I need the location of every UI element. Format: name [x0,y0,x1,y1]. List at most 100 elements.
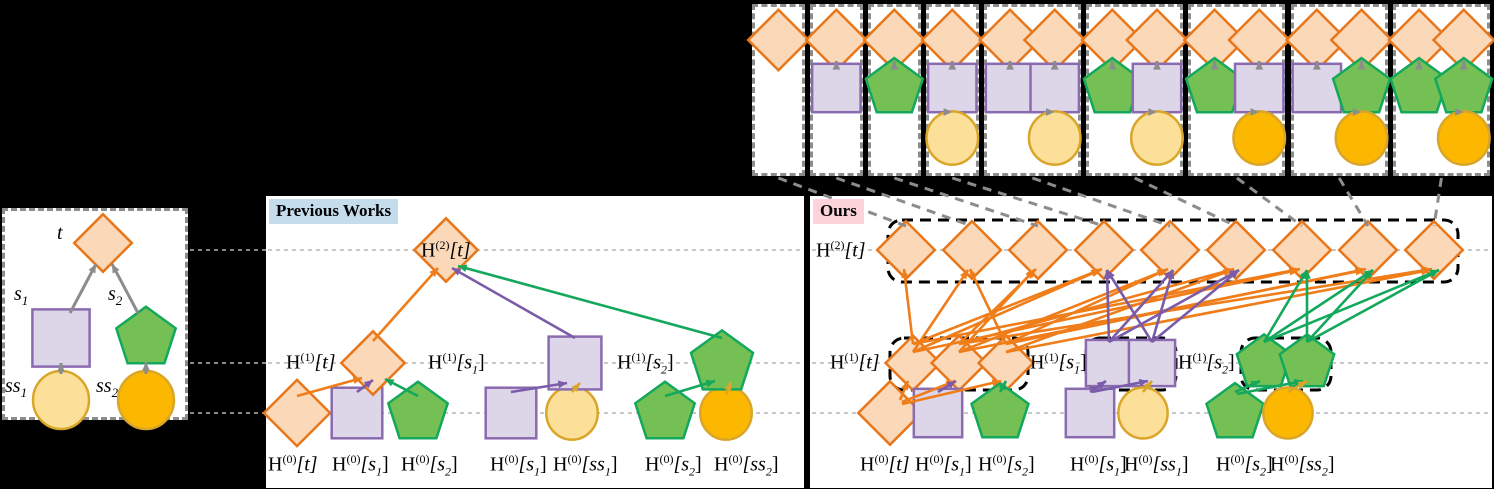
subgraph-6-arrow-mid-top-0 [1108,61,1117,70]
prev-layer-label-1: H(1)[t] [286,350,336,374]
prev-mid-pentagon-s2 [689,328,755,391]
legend-label-s2: s2 [108,283,123,308]
subgraph-connector-2 [835,176,973,228]
ours-bottom-label-3: H(0)[s1] [1070,452,1127,479]
prev-bottom-label-4: H(0)[ss1] [553,452,618,479]
legend-label-ss2: ss2 [96,375,119,400]
subgraph-8-arrow-mid-top-0 [1312,61,1321,70]
ours-bottom-circle-dark-6 [1262,386,1314,440]
subgraph-3-mid-pentagon [864,56,925,114]
ours-a-s21-t2-3 [1303,270,1311,342]
prev-bottom-label-6: H(0)[ss2] [714,452,779,479]
ours-layer-label-0: H(2)[t] [816,238,866,262]
subgraph-6-arrow-bottom-mid [1148,108,1157,116]
legend-arrow-ss2-s2 [142,362,150,374]
ours-bottom-label-4: H(0)[ss1] [1124,452,1189,479]
ours-bottom-square-3 [1064,387,1116,439]
prev-arrow-t0-t1 [296,376,363,398]
prev-arrow-ss2-s2 [724,381,733,395]
ours-top-diamond-3 [1073,219,1135,281]
subgraph-connector-6 [1133,176,1237,228]
ours-bottom-label-5: H(0)[s2] [1216,452,1273,479]
ours-bottom-label-6: H(0)[ss2] [1270,452,1335,479]
subgraph-6-mid-square [1131,62,1183,114]
subgraph-connector-5 [1031,176,1171,228]
ours-a-orange-sweep-6 [911,269,970,353]
ours-a-s11-t2-3 [1105,269,1154,343]
subgraph-7-bottom-circle-dark [1232,110,1287,166]
prev-arrow-s2-s2 [664,379,716,398]
prev-arrow-t1-t2 [372,267,439,342]
subgraph-8-bottom-circle-dark [1334,110,1389,166]
ours-a-s10-s11b [1091,378,1149,394]
ours-bottom-pentagon-5 [1205,381,1265,439]
prev-arrow-s2-t1 [384,377,419,398]
prev-bottom-label-5: H(0)[s2] [645,452,702,479]
subgraph-connector-7 [1236,176,1303,228]
ours-a-s21-t2-4 [1306,269,1374,343]
subgraph-9-bottom-circle-dark [1436,110,1491,166]
subgraph-7-arrow-mid-top-1 [1255,61,1264,70]
subgraph-8-arrow-mid-top-1 [1357,61,1366,70]
prev-arrow-s1-s1 [510,380,568,394]
subgraph-1-top-diamond [746,7,811,73]
prev-arrow-s21-t2 [457,264,723,340]
ours-layer-label-3: H(1)[s2] [1178,350,1235,377]
ours-bottom-circle-light-4 [1117,386,1169,440]
ours-top-diamond-5 [1205,219,1267,281]
prev-arrow-s1-t1 [356,378,374,394]
ours-bottom-label-2: H(0)[s2] [978,452,1035,479]
ours-a-s10-s11a [1089,379,1107,394]
ours-a-orange-sweep-2 [958,268,1167,354]
subgraph-4-arrow-bottom-mid [943,108,953,116]
ours-a-s21-t2-5 [1306,268,1440,344]
ours-badge: Ours [813,199,864,224]
prev-bottom-pentagon-2 [386,380,450,440]
ours-top-diamond-2 [1007,219,1069,281]
ours-bottom-label-0: H(0)[t] [860,452,910,476]
prev-layer-label-3: H(1)[s2] [617,350,674,377]
ours-a-orange-sweep-7 [958,269,1035,353]
subgraph-5-arrow-mid-top-0 [1006,61,1014,70]
ours-a-orange-sweep-0 [912,268,1101,354]
subgraph-5-bottom-circle-light [1027,110,1082,166]
ours-layer-label-1: H(1)[t] [830,350,880,374]
ours-a-s20-s21a [1234,379,1261,394]
subgraph-2-arrow-mid-top-0 [832,61,841,70]
ours-a-orange-sweep-4 [1005,268,1233,354]
prev-bottom-label-1: H(0)[s1] [332,452,389,479]
legend-label-ss1: ss1 [5,375,28,400]
ours-bottom-label-1: H(0)[s1] [915,452,972,479]
subgraph-7-arrow-mid-top-0 [1210,61,1219,70]
legend-arrow-s1-t [68,263,98,314]
ours-a-ss1-s11 [1141,380,1154,393]
subgraph-4-mid-square [926,62,978,114]
ours-top-diamond-8 [1403,219,1465,281]
prev-arrow-s11-t2 [451,266,576,340]
subgraph-9-arrow-mid-top-1 [1459,61,1468,70]
subgraph-connector-3 [893,176,1039,228]
ours-a-s1-t1 [937,379,957,394]
prev-bottom-label-2: H(0)[s2] [401,452,458,479]
subgraph-5-arrow-bottom-mid [1046,108,1055,116]
subgraph-7-arrow-bottom-mid [1250,108,1260,116]
ours-a-t0-t1a [898,380,910,401]
prev-bottom-square-3 [484,386,538,440]
subgraph-8-arrow-bottom-mid [1352,108,1362,116]
legend-arrow-ss1-s1 [57,363,65,374]
ours-a-s2-t1 [998,380,1008,393]
subgraph-7-mid-square [1233,62,1285,114]
previous-works-badge: Previous Works [269,199,399,224]
prev-bottom-square-1 [330,386,384,440]
ours-a-s11-t2-5 [1151,268,1240,344]
subgraph-4-arrow-mid-top-0 [948,61,957,70]
prev-bottom-label-0: H(0)[t] [268,452,318,476]
ours-a-t1-t2-2-1 [968,268,1008,345]
subgraph-6-arrow-mid-top-1 [1153,61,1161,70]
